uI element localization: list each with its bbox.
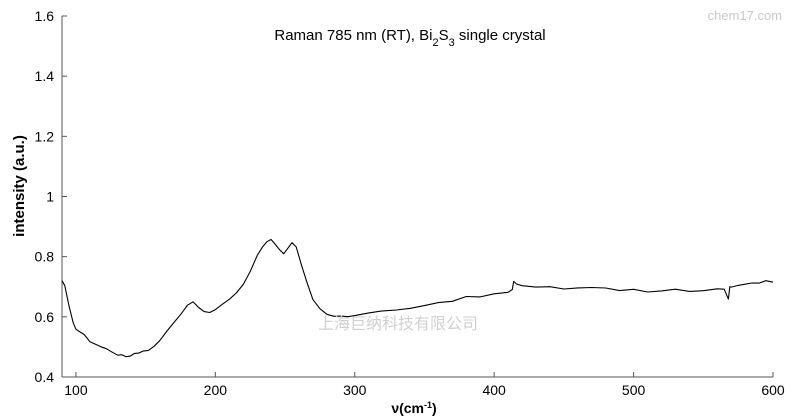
y-tick-label: 1.6 [35,8,55,24]
x-tick-label: 100 [64,382,88,398]
axes: 0.4 0.6 0.8 1 1.2 1.4 1.6 100 200 300 400 500 600 [35,8,785,398]
x-tick-label: 200 [204,382,228,398]
y-tick-label: 0.6 [35,309,55,325]
x-tick-label: 500 [622,382,646,398]
y-tick-label: 1 [46,189,54,205]
y-axis-label: intensity (a.u.) [11,135,28,237]
watermark-site: chem17.com [708,8,782,23]
y-tick-label: 1.2 [35,128,55,144]
x-tick-label: 300 [343,382,367,398]
x-tick-label: 400 [482,382,506,398]
y-tick-label: 0.4 [35,369,55,385]
chart-title: Raman 785 nm (RT), Bi2S3 single crystal [274,27,545,49]
watermark-company: 上海巨纳科技有限公司 [318,314,478,333]
x-axis-label: ν(cm-1) [391,400,436,416]
x-tick-label: 600 [761,382,785,398]
y-tick-label: 0.8 [35,249,55,265]
plot-area [61,238,774,358]
raman-spectrum-line [61,238,774,358]
y-tick-label: 1.4 [35,68,55,84]
